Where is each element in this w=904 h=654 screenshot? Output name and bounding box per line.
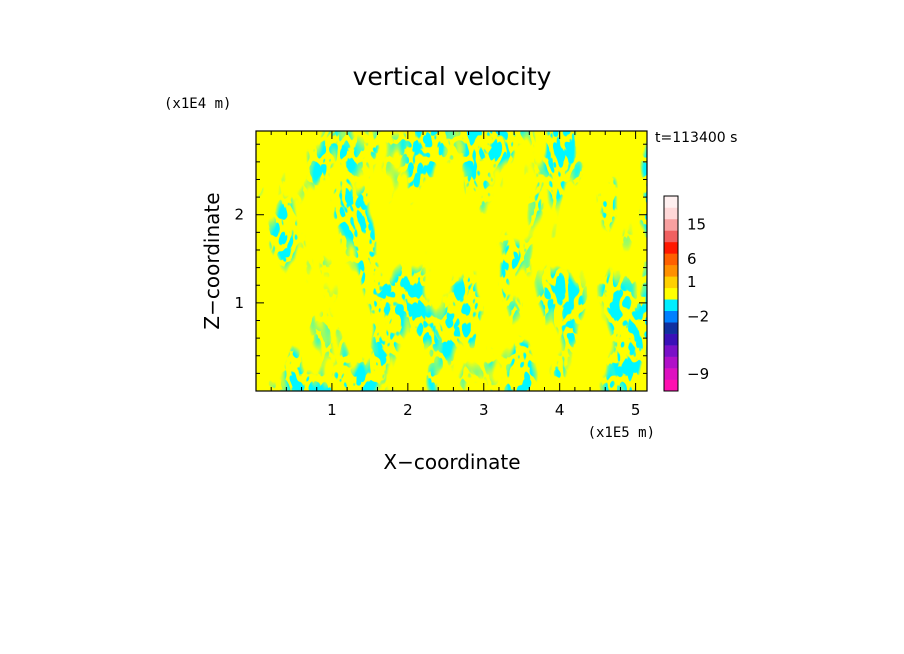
x-tick-label: 4: [555, 401, 565, 419]
colorbar-level: [664, 218, 678, 231]
colorbar-level: [664, 196, 678, 208]
x-axis-ticks: 1 2 3 4 5: [270, 131, 641, 419]
colorbar-level: [664, 368, 678, 380]
colorbar-level: [664, 310, 678, 323]
colorbar-level: [664, 230, 678, 243]
time-label: t=113400 s: [655, 130, 737, 146]
fine-structure: [256, 131, 647, 391]
colorbar-label: −2: [687, 307, 709, 325]
x-unit-label: (x1E5 m): [588, 425, 655, 441]
x-axis-label: X−coordinate: [383, 450, 520, 474]
contour-field: [256, 131, 647, 391]
colorbar: −9 −2 1 6 15: [663, 195, 709, 392]
colorbar-level: [664, 322, 678, 334]
colorbar-label: −9: [687, 365, 709, 383]
y-tick-label: 2: [234, 206, 244, 224]
chart-title: vertical velocity: [353, 62, 552, 91]
colorbar-level: [664, 276, 678, 289]
colorbar-level: [664, 253, 678, 266]
colorbar-level: [664, 356, 678, 369]
plot-frame: [255, 130, 648, 392]
colorbar-level: [664, 345, 678, 357]
y-tick-label: 1: [234, 294, 244, 312]
x-tick-label: 3: [479, 401, 489, 419]
y-axis-label: Z−coordinate: [200, 192, 224, 329]
colorbar-label: 1: [687, 273, 697, 291]
x-tick-label: 5: [631, 401, 641, 419]
x-tick-label: 1: [327, 401, 337, 419]
y-unit-label: (x1E4 m): [164, 96, 231, 112]
colorbar-label: 6: [687, 250, 697, 268]
colorbar-level: [664, 379, 678, 392]
y-axis-ticks: 12: [234, 143, 647, 374]
colorbar-level: [664, 333, 678, 346]
colorbar-frame: [663, 195, 679, 392]
colorbar-level: [664, 241, 678, 254]
colorbar-level: [664, 207, 678, 220]
x-tick-label: 2: [403, 401, 413, 419]
colorbar-level: [664, 264, 678, 277]
colorbar-label: 15: [687, 216, 706, 234]
colorbar-level: [664, 287, 678, 300]
colorbar-level: [664, 299, 678, 312]
